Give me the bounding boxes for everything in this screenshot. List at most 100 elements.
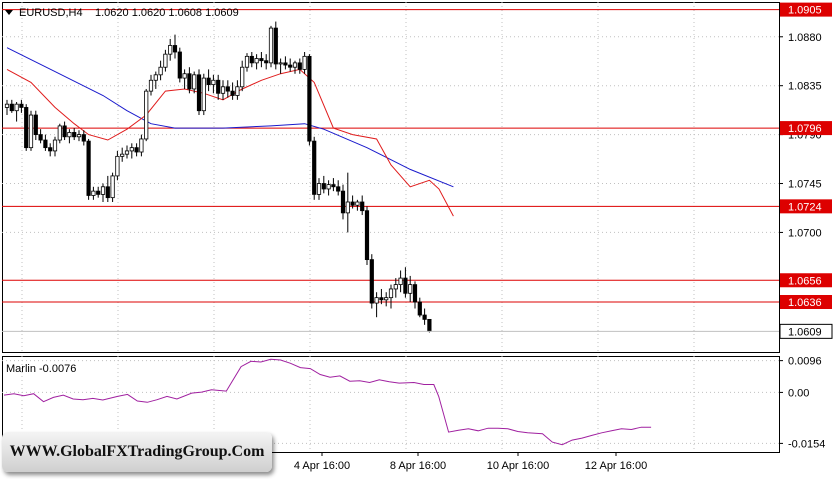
candle: [307, 54, 312, 146]
indicator-label: Marlin -0.0076: [6, 363, 76, 375]
candle: [288, 58, 293, 72]
candle-body: [369, 259, 374, 304]
y-tick-label: 1.0835: [788, 81, 822, 93]
candle: [302, 52, 307, 74]
candle: [100, 183, 106, 202]
candle-body: [230, 90, 235, 96]
candle: [345, 172, 350, 233]
symbol-label: EURUSD,H4: [19, 7, 83, 19]
candle: [412, 281, 418, 309]
candle-body: [422, 314, 427, 320]
candle-body: [350, 201, 355, 206]
candle-body: [67, 132, 72, 138]
ind-y-tick-label: 0.0096: [788, 356, 822, 368]
candle-body: [403, 277, 408, 294]
candle: [33, 110, 38, 141]
candle: [312, 136, 317, 200]
candle-body: [336, 186, 341, 192]
candle: [139, 134, 144, 157]
candle-body: [374, 297, 379, 304]
candle: [115, 150, 120, 181]
price-label-1.0636: 1.0636: [788, 297, 822, 309]
candle-body: [408, 284, 413, 294]
price-label-bg: [780, 2, 832, 17]
candle: [340, 184, 346, 220]
candle-body: [110, 175, 115, 199]
candle: [422, 308, 427, 325]
candle: [211, 74, 216, 94]
candle-body: [264, 60, 269, 64]
candle-body: [38, 134, 43, 141]
candle: [134, 143, 139, 157]
candle: [120, 147, 125, 162]
candle: [124, 145, 130, 159]
price-label-1.0905: 1.0905: [788, 5, 822, 17]
candle: [369, 254, 374, 309]
candle: [14, 102, 19, 122]
candle-body: [153, 74, 158, 81]
candle: [172, 34, 178, 59]
candle-body: [168, 45, 173, 55]
candle-body: [297, 62, 302, 70]
candle: [19, 99, 24, 113]
candle-body: [388, 288, 394, 299]
candle-body: [148, 79, 154, 92]
y-tick-label: 1.0745: [788, 179, 822, 191]
candle-body: [182, 73, 187, 79]
candle: [326, 180, 331, 196]
candle-body: [206, 77, 211, 86]
candle: [144, 88, 149, 142]
candle-body: [326, 184, 331, 190]
candle-body: [244, 55, 250, 68]
candle-body: [288, 64, 293, 68]
candle: [9, 99, 14, 113]
ma-line-0: [6, 47, 454, 188]
candle-body: [24, 107, 29, 149]
x-tick-label: 12 Apr 16:00: [585, 460, 647, 472]
candle: [48, 143, 53, 157]
candle: [153, 71, 158, 89]
candle: [268, 25, 274, 68]
candle: [393, 278, 398, 298]
candle-body: [163, 53, 168, 68]
candle: [321, 175, 326, 194]
candle-body: [76, 134, 82, 138]
candle: [52, 136, 58, 157]
candle-body: [62, 125, 67, 138]
candle: [259, 52, 264, 68]
candle-body: [81, 134, 86, 142]
candle: [4, 99, 10, 116]
x-tick-label: 10 Apr 16:00: [487, 460, 549, 472]
chart-menu-triangle-icon: [5, 10, 13, 15]
candle-body: [196, 74, 202, 112]
candle-body: [86, 140, 91, 196]
candle-body: [216, 79, 221, 94]
candle: [417, 297, 422, 318]
candle: [403, 267, 408, 298]
current-price-label-bg: [779, 323, 833, 339]
candle: [388, 284, 394, 309]
candle: [24, 104, 29, 151]
candle: [57, 123, 62, 144]
candle-body: [43, 139, 48, 149]
candle: [96, 186, 101, 198]
candle-body: [364, 210, 370, 261]
candle-body: [331, 184, 336, 188]
price-label-bg: [780, 199, 832, 214]
price-label-1.0656: 1.0656: [788, 275, 822, 287]
candle-body: [259, 58, 264, 62]
candle-body: [177, 51, 182, 79]
candle: [360, 195, 365, 216]
candle: [196, 69, 202, 116]
candle-body: [129, 147, 134, 152]
candle-body: [417, 301, 422, 316]
price-label-bg: [780, 273, 832, 288]
candle-body: [211, 79, 216, 86]
candle-body: [355, 201, 360, 206]
candle-body: [158, 66, 163, 76]
candle-body: [91, 190, 96, 196]
candle: [235, 80, 240, 100]
candle: [28, 110, 34, 151]
candle: [43, 134, 48, 151]
